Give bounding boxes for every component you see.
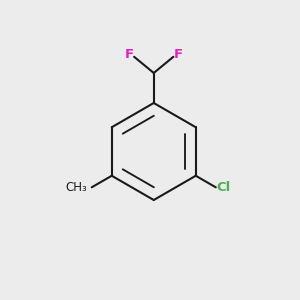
Text: F: F bbox=[124, 48, 134, 62]
Text: CH₃: CH₃ bbox=[66, 181, 88, 194]
Text: F: F bbox=[174, 48, 183, 62]
Text: Cl: Cl bbox=[216, 181, 230, 194]
